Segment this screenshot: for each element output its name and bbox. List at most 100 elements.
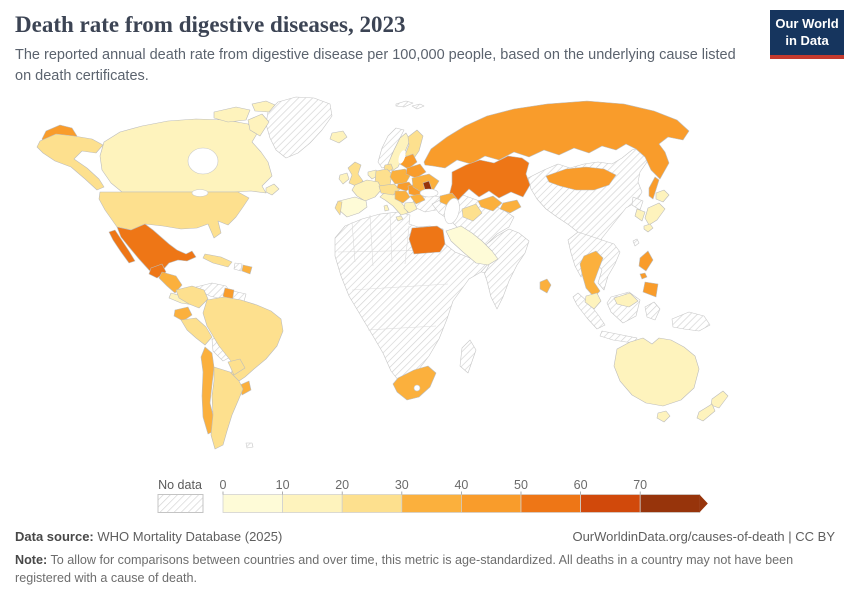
country-falklands[interactable] <box>245 442 254 449</box>
country-madagascar[interactable] <box>459 339 477 374</box>
country-brazil[interactable] <box>202 296 284 384</box>
svg-text:30: 30 <box>395 478 409 492</box>
data-source-value: WHO Mortality Database (2025) <box>97 529 283 544</box>
svg-text:20: 20 <box>335 478 349 492</box>
country-new-guinea[interactable] <box>671 311 711 332</box>
hudson-bay <box>187 147 219 175</box>
country-indonesia[interactable] <box>644 301 661 321</box>
svg-text:60: 60 <box>574 478 588 492</box>
country-iceland[interactable] <box>329 130 348 144</box>
country-svalbard[interactable] <box>395 100 414 108</box>
svg-text:70: 70 <box>633 478 647 492</box>
note-text: To allow for comparisons between countri… <box>15 553 794 586</box>
svg-text:10: 10 <box>276 478 290 492</box>
country-uk[interactable] <box>347 161 364 187</box>
country-mexico-baja[interactable] <box>108 229 136 264</box>
svg-text:0: 0 <box>220 478 227 492</box>
country-haiti[interactable] <box>233 262 243 272</box>
page-title: Death rate from digestive diseases, 2023 <box>15 12 406 37</box>
region-africa[interactable] <box>334 211 490 382</box>
country-belarus[interactable] <box>405 163 427 179</box>
great-lakes <box>191 189 209 197</box>
country-new-zealand[interactable] <box>696 403 716 422</box>
country-colombia[interactable] <box>175 285 209 309</box>
region-arctic-islands[interactable] <box>251 100 276 113</box>
country-philippines[interactable] <box>638 250 654 272</box>
country-newfoundland[interactable] <box>265 183 280 196</box>
country-north-korea[interactable] <box>631 196 644 211</box>
country-mongolia[interactable] <box>545 166 617 191</box>
legend-bin-30-40[interactable] <box>401 494 462 513</box>
country-tasmania[interactable] <box>656 410 671 423</box>
africa-internal-borders <box>337 212 449 331</box>
legend-bin-60-70[interactable] <box>580 494 641 513</box>
country-thailand[interactable] <box>579 250 604 298</box>
country-peru[interactable] <box>180 317 213 346</box>
country-mexico[interactable] <box>116 223 197 278</box>
country-japan-honshu[interactable] <box>644 202 666 226</box>
svg-text:No data: No data <box>158 478 202 492</box>
country-new-zealand[interactable] <box>710 390 729 409</box>
region-honduras-nicaragua[interactable] <box>158 271 183 294</box>
country-cuba[interactable] <box>202 253 233 268</box>
country-canada[interactable] <box>99 118 273 194</box>
country-japan-kyushu[interactable] <box>643 223 654 233</box>
country-malaysia[interactable] <box>584 292 602 310</box>
legend-bin-40-50[interactable] <box>461 494 522 513</box>
country-greece[interactable] <box>403 201 418 214</box>
country-paraguay[interactable] <box>227 358 246 376</box>
legend-no-data[interactable]: No data <box>157 478 204 513</box>
country-greenland[interactable] <box>265 96 333 159</box>
country-australia[interactable] <box>613 337 700 407</box>
country-philippines[interactable] <box>639 272 648 280</box>
caspian-sea <box>444 197 460 225</box>
chart-subtitle: The reported annual death rate from dige… <box>15 47 736 85</box>
legend-svg: No data 0 10 20 30 40 50 60 70 <box>157 478 708 513</box>
country-russia-sakhalin[interactable] <box>648 176 660 200</box>
country-taiwan[interactable] <box>632 238 640 247</box>
country-portugal[interactable] <box>334 200 343 216</box>
country-dominican-republic[interactable] <box>241 264 253 275</box>
country-south-korea[interactable] <box>634 208 646 222</box>
legend-bin-10-20[interactable] <box>282 494 343 513</box>
owid-logo-redbar <box>770 54 844 59</box>
legend-bin-0-10[interactable] <box>222 494 283 513</box>
owid-logo[interactable]: Our World in Data <box>770 10 844 59</box>
owid-link[interactable]: OurWorldinData.org/causes-of-death | CC … <box>572 529 835 544</box>
country-ireland[interactable] <box>338 172 350 185</box>
country-finland[interactable] <box>404 129 424 162</box>
country-italy-sardinia[interactable] <box>383 204 390 212</box>
region-kyrgyzstan-tajikistan[interactable] <box>499 199 522 214</box>
country-russia[interactable] <box>423 100 690 180</box>
region-arctic-islands[interactable] <box>247 113 270 137</box>
country-argentina[interactable] <box>210 366 244 450</box>
country-svalbard[interactable] <box>411 103 425 110</box>
lesotho-hole <box>413 384 421 392</box>
country-south-africa[interactable] <box>392 365 437 401</box>
svg-text:50: 50 <box>514 478 528 492</box>
country-bulgaria[interactable] <box>409 193 426 205</box>
region-arctic-islands[interactable] <box>213 106 251 123</box>
data-source-label: Data source: <box>15 529 94 544</box>
country-turkmenistan[interactable] <box>461 203 483 222</box>
country-alaska[interactable] <box>36 133 105 191</box>
legend-bin-50-60[interactable] <box>520 494 581 513</box>
country-japan-hokkaido[interactable] <box>655 189 670 203</box>
country-france[interactable] <box>351 179 383 202</box>
world-map <box>36 96 729 450</box>
country-ecuador[interactable] <box>173 306 193 322</box>
country-egypt[interactable] <box>408 225 446 255</box>
legend-bin-70+[interactable] <box>639 494 701 513</box>
country-saudi-arabia[interactable] <box>445 225 499 266</box>
note-label: Note: <box>15 553 48 567</box>
country-italy-sicily[interactable] <box>395 215 404 222</box>
svg-text:40: 40 <box>454 478 468 492</box>
country-sri-lanka[interactable] <box>539 278 552 294</box>
country-uzbekistan[interactable] <box>477 195 503 212</box>
country-indonesia[interactable] <box>599 330 638 344</box>
country-philippines[interactable] <box>642 281 659 298</box>
legend-bin-20-30[interactable] <box>341 494 403 513</box>
map-regions <box>36 96 729 450</box>
region-balkans[interactable] <box>394 190 411 204</box>
country-malaysia-borneo[interactable] <box>613 292 639 308</box>
